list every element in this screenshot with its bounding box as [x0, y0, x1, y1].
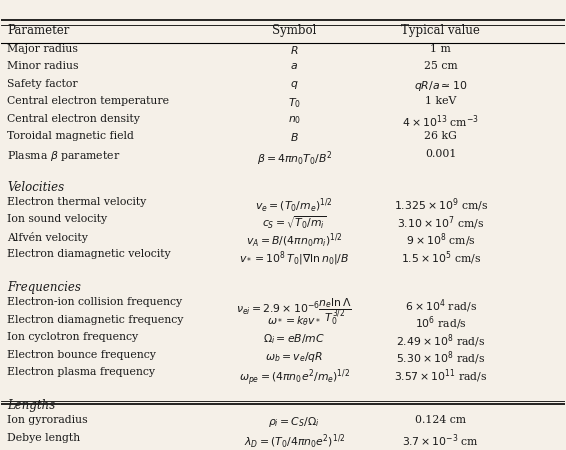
Text: $6\times 10^4$ rad/s: $6\times 10^4$ rad/s [405, 297, 477, 315]
Text: $c_S=\sqrt{T_0/m_i}$: $c_S=\sqrt{T_0/m_i}$ [262, 214, 327, 231]
Text: 0.124 cm: 0.124 cm [415, 415, 466, 425]
Text: $\nu_{ei}=2.9\times 10^{-6}\dfrac{n_e\ln\Lambda}{T_0^{3/2}}$: $\nu_{ei}=2.9\times 10^{-6}\dfrac{n_e\ln… [237, 297, 352, 328]
Text: $1.325\times 10^9$ cm/s: $1.325\times 10^9$ cm/s [394, 197, 488, 214]
Text: Safety factor: Safety factor [7, 79, 78, 89]
Text: $10^6$ rad/s: $10^6$ rad/s [415, 315, 466, 332]
Text: $\lambda_D=(T_0/4\pi n_0 e^2)^{1/2}$: $\lambda_D=(T_0/4\pi n_0 e^2)^{1/2}$ [243, 432, 345, 450]
Text: $3.10\times 10^7$ cm/s: $3.10\times 10^7$ cm/s [397, 214, 484, 232]
Text: $v_*=10^8\, T_0|{\nabla}\ln n_0|/B$: $v_*=10^8\, T_0|{\nabla}\ln n_0|/B$ [239, 249, 349, 268]
Text: Ion cyclotron frequency: Ion cyclotron frequency [7, 332, 138, 342]
Text: $v_A=B/(4\pi n_0 m_i)^{1/2}$: $v_A=B/(4\pi n_0 m_i)^{1/2}$ [246, 232, 342, 250]
Text: $\omega_*=k_\theta v_*$: $\omega_*=k_\theta v_*$ [267, 315, 321, 328]
Text: Toroidal magnetic field: Toroidal magnetic field [7, 131, 134, 141]
Text: Symbol: Symbol [272, 24, 316, 37]
Text: 25 cm: 25 cm [424, 61, 457, 71]
Text: $n_0$: $n_0$ [288, 114, 301, 126]
Text: $qR/a\simeq 10$: $qR/a\simeq 10$ [414, 79, 468, 93]
Text: Central electron temperature: Central electron temperature [7, 96, 169, 106]
Text: Debye length: Debye length [7, 432, 80, 442]
Text: 0.001: 0.001 [425, 149, 456, 159]
Text: 26 kG: 26 kG [424, 131, 457, 141]
Text: 1 m: 1 m [430, 44, 451, 54]
Text: $\omega_b=v_e/qR$: $\omega_b=v_e/qR$ [265, 350, 323, 364]
Text: $T_0$: $T_0$ [288, 96, 301, 110]
Text: Electron diamagnetic frequency: Electron diamagnetic frequency [7, 315, 183, 324]
Text: $4\times 10^{13}$ cm$^{-3}$: $4\times 10^{13}$ cm$^{-3}$ [402, 114, 479, 130]
Text: Electron diamagnetic velocity: Electron diamagnetic velocity [7, 249, 170, 259]
Text: Frequencies: Frequencies [7, 281, 81, 294]
Text: $v_e=(T_0/m_e)^{1/2}$: $v_e=(T_0/m_e)^{1/2}$ [255, 197, 333, 215]
Text: Electron thermal velocity: Electron thermal velocity [7, 197, 146, 207]
Text: $1.5\times 10^5$ cm/s: $1.5\times 10^5$ cm/s [401, 249, 481, 267]
Text: Alfvén velocity: Alfvén velocity [7, 232, 88, 243]
Text: Typical value: Typical value [401, 24, 480, 37]
Text: Velocities: Velocities [7, 181, 64, 194]
Text: Major radius: Major radius [7, 44, 78, 54]
Text: Parameter: Parameter [7, 24, 70, 37]
Text: Electron bounce frequency: Electron bounce frequency [7, 350, 156, 360]
Text: Electron-ion collision frequency: Electron-ion collision frequency [7, 297, 182, 307]
Text: Plasma $\beta$ parameter: Plasma $\beta$ parameter [7, 149, 121, 163]
Text: $\omega_{pe}=(4\pi n_0 e^2/m_e)^{1/2}$: $\omega_{pe}=(4\pi n_0 e^2/m_e)^{1/2}$ [239, 367, 350, 388]
Text: Lengths: Lengths [7, 399, 55, 412]
Text: Ion sound velocity: Ion sound velocity [7, 214, 107, 224]
Text: Central electron density: Central electron density [7, 114, 140, 124]
Text: $2.49\times 10^8$ rad/s: $2.49\times 10^8$ rad/s [396, 332, 486, 350]
Text: $\beta=4\pi n_0 T_0/B^2$: $\beta=4\pi n_0 T_0/B^2$ [256, 149, 332, 167]
Text: 1 keV: 1 keV [425, 96, 456, 106]
Text: $\rho_i=C_S/\Omega_i$: $\rho_i=C_S/\Omega_i$ [268, 415, 320, 429]
Text: $q$: $q$ [290, 79, 298, 90]
Text: $B$: $B$ [290, 131, 299, 144]
Text: Electron plasma frequency: Electron plasma frequency [7, 367, 155, 378]
Text: $9\times 10^8$ cm/s: $9\times 10^8$ cm/s [406, 232, 475, 249]
Text: $\Omega_i=eB/mC$: $\Omega_i=eB/mC$ [263, 332, 325, 346]
Text: $5.30\times 10^8$ rad/s: $5.30\times 10^8$ rad/s [396, 350, 486, 367]
Text: Ion gyroradius: Ion gyroradius [7, 415, 88, 425]
Text: $3.57\times 10^{11}$ rad/s: $3.57\times 10^{11}$ rad/s [394, 367, 487, 385]
Text: $3.7\times 10^{-3}$ cm: $3.7\times 10^{-3}$ cm [402, 432, 479, 449]
Text: Minor radius: Minor radius [7, 61, 79, 71]
Text: $R$: $R$ [290, 44, 298, 55]
Text: $a$: $a$ [290, 61, 298, 71]
